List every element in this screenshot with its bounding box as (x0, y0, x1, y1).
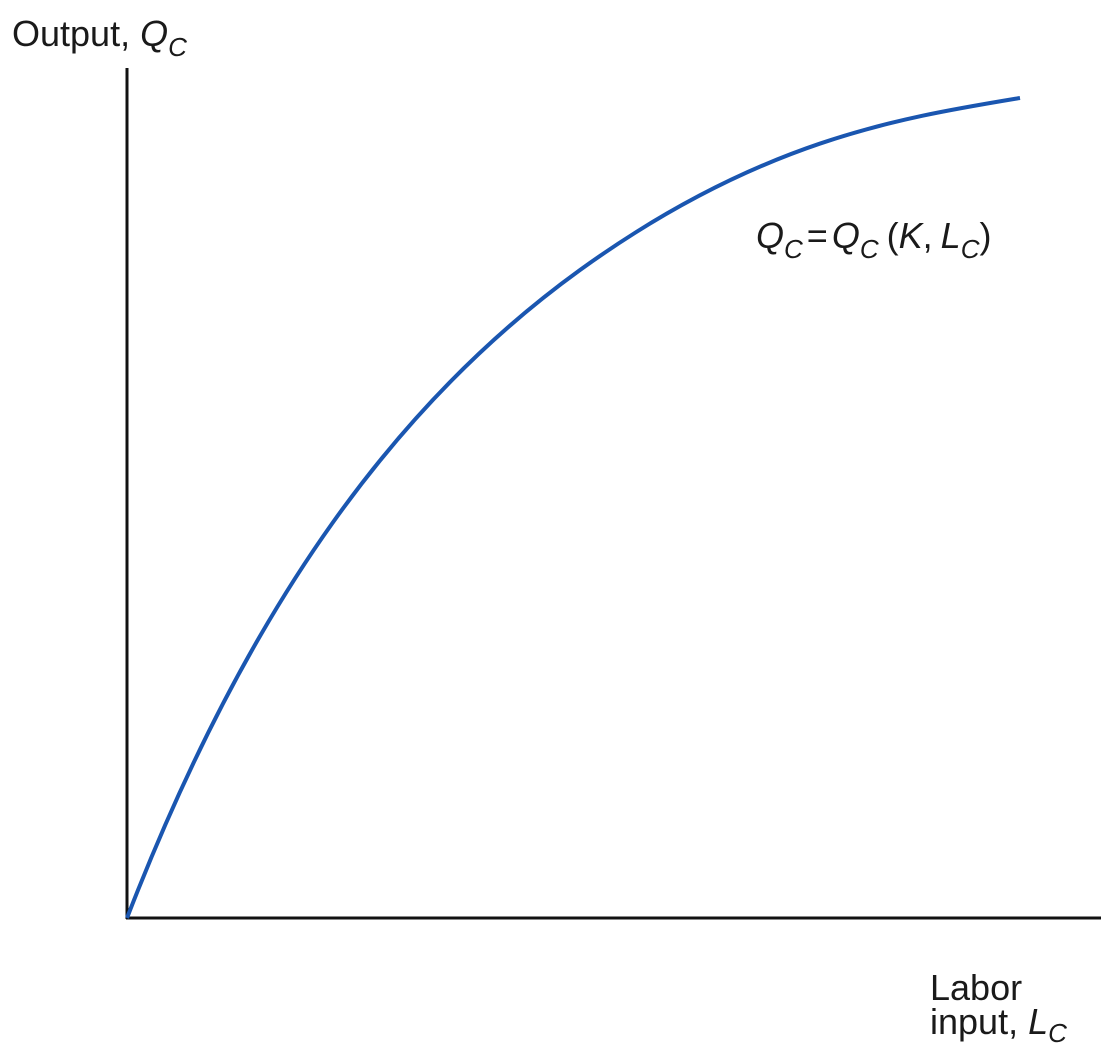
paren: ( (887, 215, 899, 256)
subscript: C (784, 234, 803, 264)
label-symbol: L (1028, 1001, 1048, 1042)
label-text: input, (930, 1001, 1018, 1042)
symbol: Q (756, 215, 784, 256)
x-axis-label-line2: input, LC (930, 1001, 1067, 1047)
symbol: Q (832, 215, 860, 256)
subscript: C (860, 234, 879, 264)
label-symbol: Q (140, 13, 168, 54)
label-subscript: C (1048, 1018, 1067, 1047)
symbol: L (941, 215, 961, 256)
subscript: C (961, 234, 980, 264)
label-subscript: C (168, 32, 187, 62)
curve-label: QC = QC (K, LC) (756, 215, 991, 264)
comma: , (923, 215, 933, 256)
paren: ) (979, 215, 991, 256)
x-axis-label-line1: Labor (930, 967, 1022, 1008)
label-text: Output, (12, 13, 130, 54)
symbol: K (899, 215, 925, 256)
production-curve (125, 96, 1021, 919)
equals: = (807, 215, 828, 256)
y-axis-label: Output, QC (12, 13, 187, 62)
